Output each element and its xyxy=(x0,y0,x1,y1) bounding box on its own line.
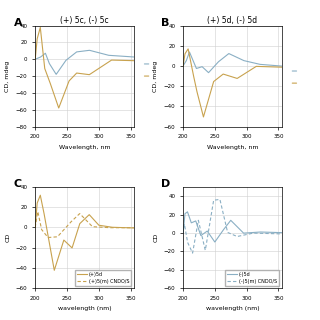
Title: (+) 5d, (-) 5d: (+) 5d, (-) 5d xyxy=(207,16,257,25)
Y-axis label: CD: CD xyxy=(153,233,158,242)
Text: D: D xyxy=(161,179,171,189)
X-axis label: wavelength (nm): wavelength (nm) xyxy=(58,306,111,311)
X-axis label: Wavelength, nm: Wavelength, nm xyxy=(59,145,110,150)
Text: C: C xyxy=(13,179,22,189)
Y-axis label: CD, mdeg: CD, mdeg xyxy=(5,60,10,92)
Legend: (+)5d, (+)5(m) CNDO/S: (+)5d, (+)5(m) CNDO/S xyxy=(75,270,131,285)
Text: A: A xyxy=(13,18,22,28)
X-axis label: Wavelength, nm: Wavelength, nm xyxy=(207,145,258,150)
Text: B: B xyxy=(161,18,170,28)
X-axis label: wavelength (nm): wavelength (nm) xyxy=(205,306,259,311)
Legend: (-)5d, (-)5(m) CNDO/S: (-)5d, (-)5(m) CNDO/S xyxy=(226,270,279,285)
Y-axis label: CD: CD xyxy=(5,233,10,242)
Y-axis label: CD, mdeg: CD, mdeg xyxy=(153,60,158,92)
Title: (+) 5c, (-) 5c: (+) 5c, (-) 5c xyxy=(60,16,109,25)
